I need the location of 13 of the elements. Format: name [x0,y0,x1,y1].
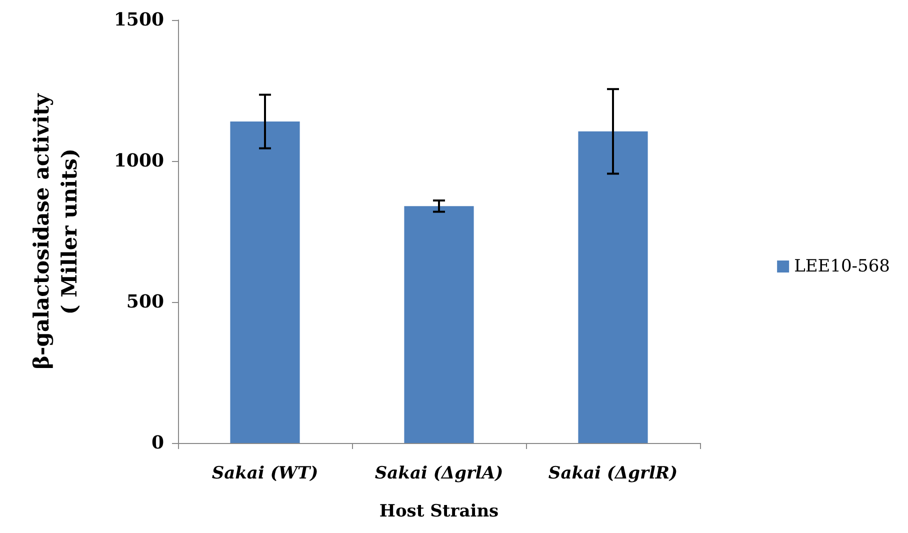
y-tick-label: 1500 [114,10,164,30]
bar [230,122,300,443]
x-tick-label: Sakai (ΔgrlA) [374,464,504,484]
x-tick-label: Sakai (ΔgrlR) [548,464,678,484]
x-axis-title: Host Strains [379,502,499,522]
legend-label: LEE10-568 [794,256,890,276]
bar [578,131,648,443]
x-tick-label: Sakai (WT) [212,464,318,484]
y-tick-label: 0 [151,432,164,454]
y-tick-label: 1000 [114,150,164,172]
y-tick-label: 500 [126,292,164,312]
y-axis-title: β-galactosidase activity ( Miller units) [28,92,82,370]
bar [404,206,474,443]
